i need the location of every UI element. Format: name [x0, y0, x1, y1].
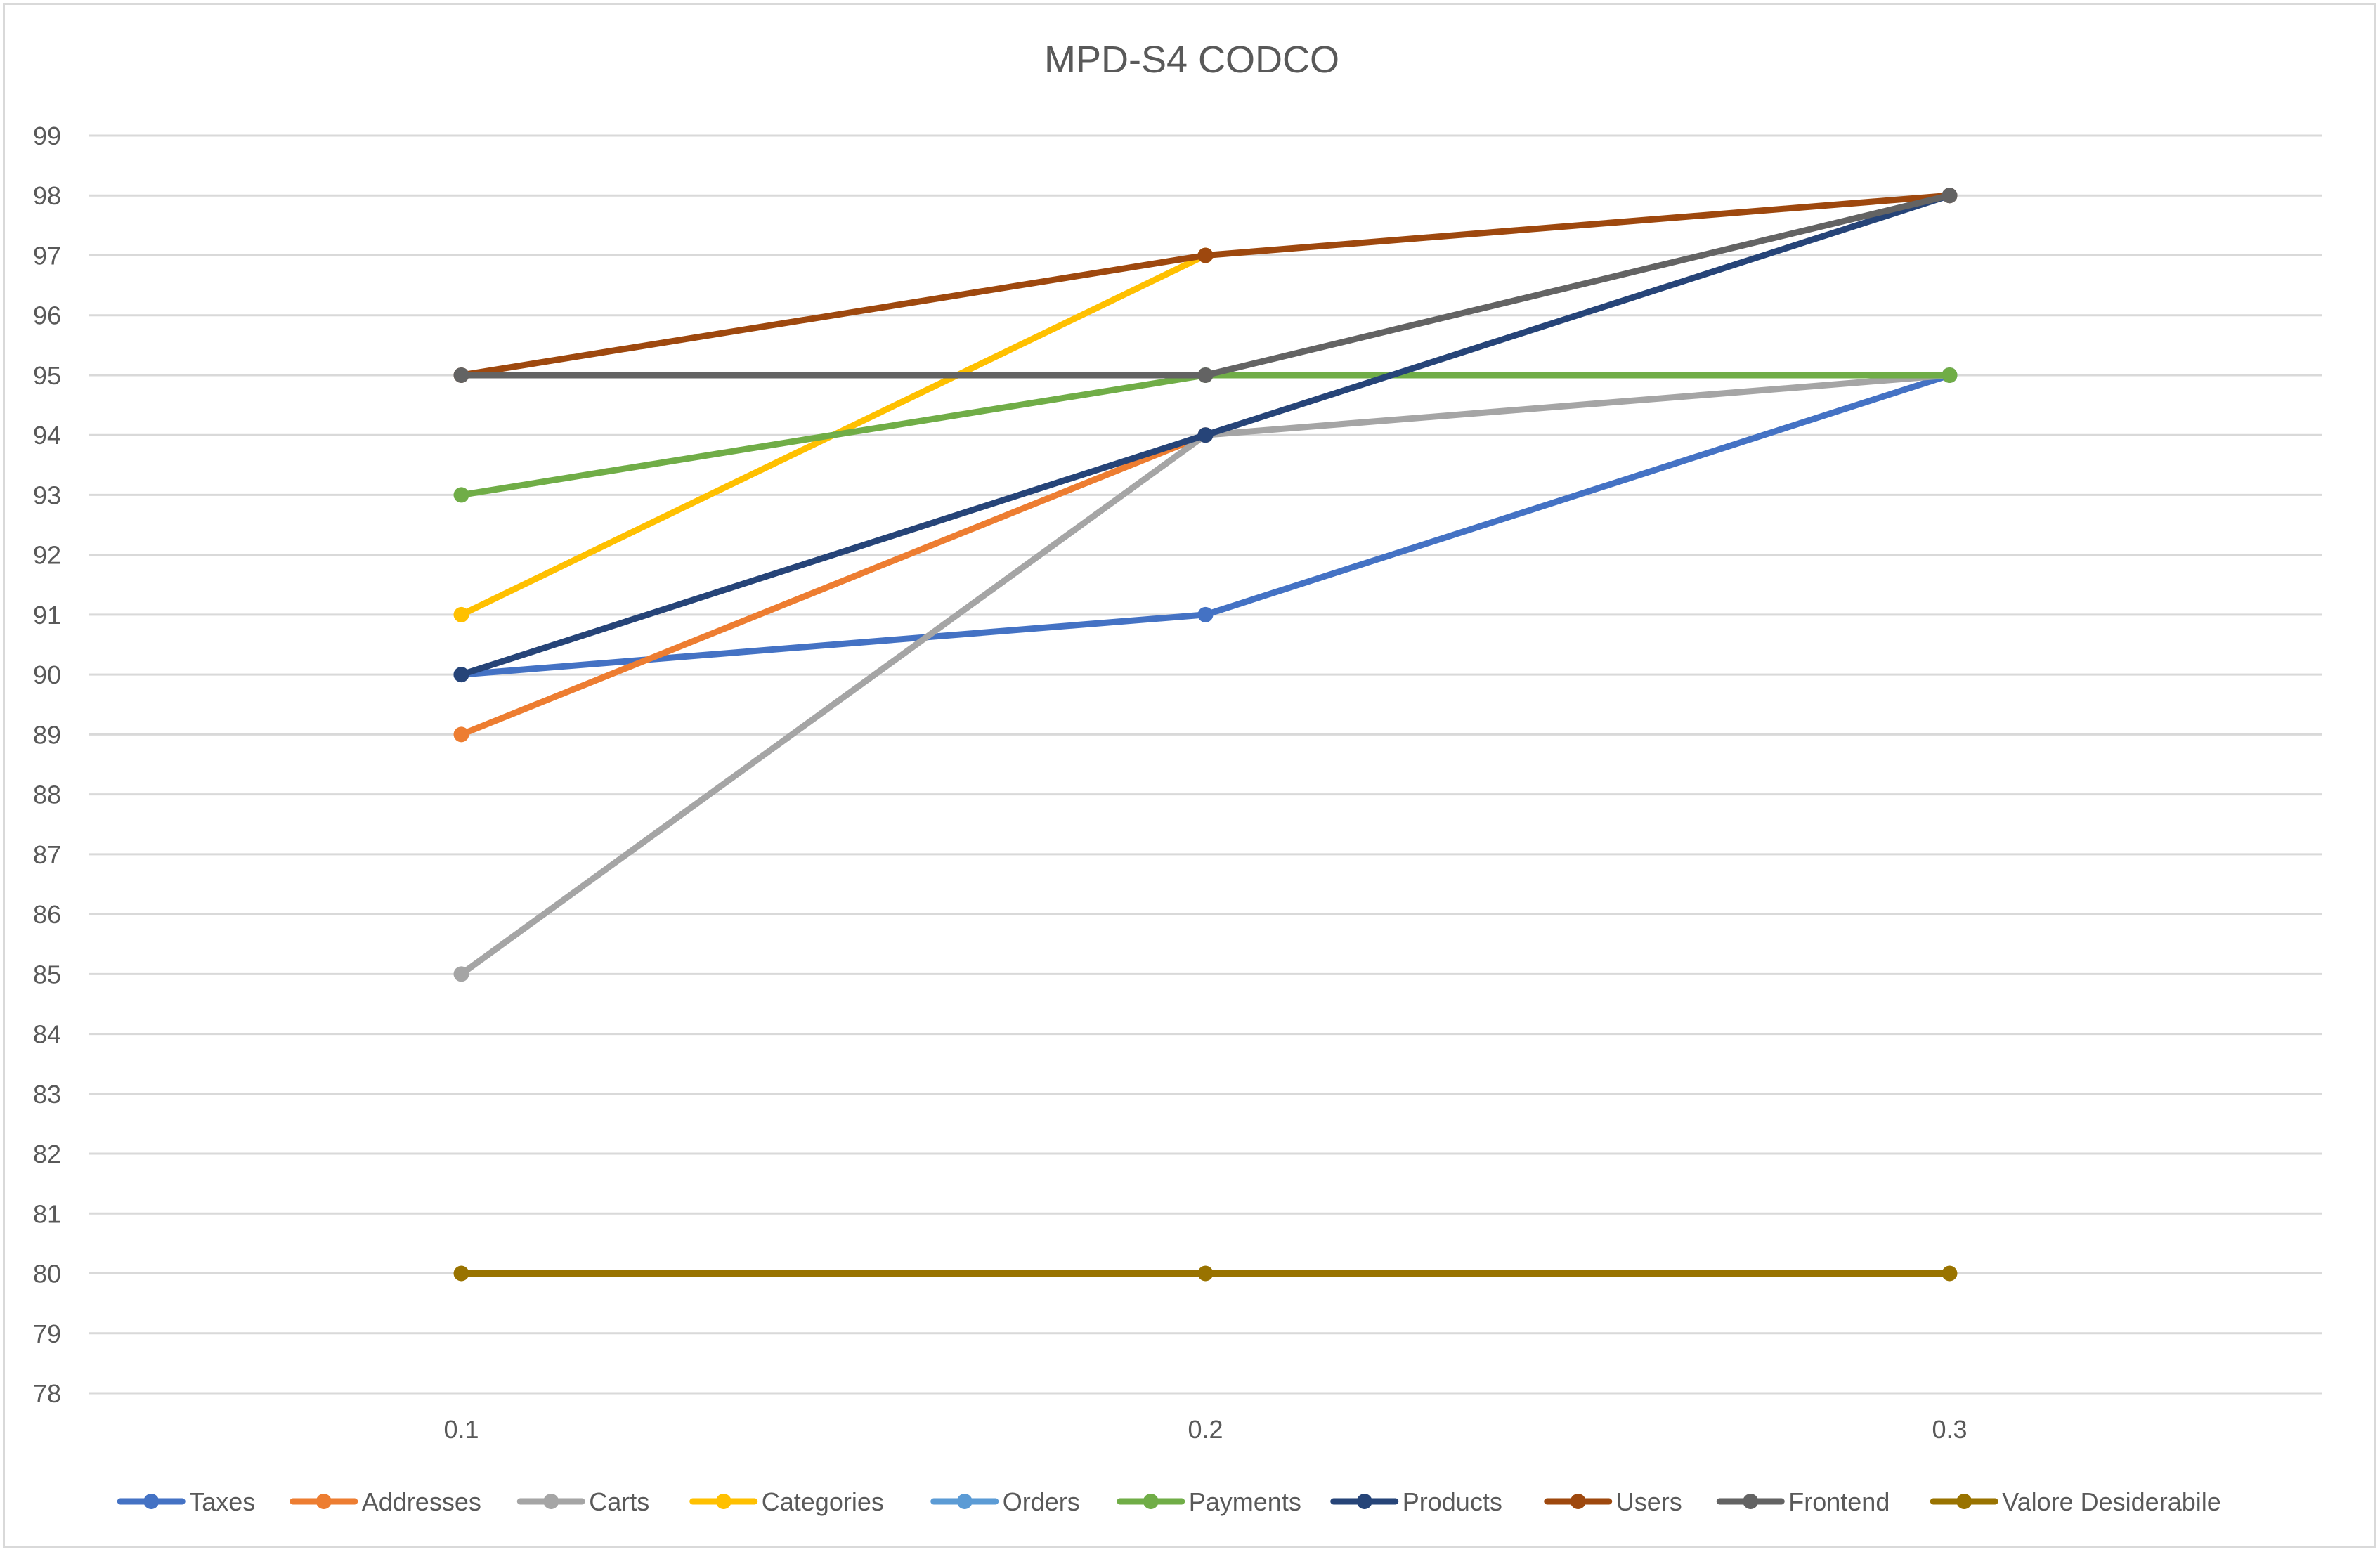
x-tick-label: 0.1 — [443, 1415, 479, 1444]
legend-swatch-marker — [316, 1494, 332, 1509]
y-tick-label: 98 — [33, 181, 61, 210]
series-users — [453, 188, 1958, 383]
data-point — [453, 1265, 469, 1282]
y-tick-label: 88 — [33, 781, 61, 809]
data-point — [453, 726, 469, 743]
series-lines — [453, 188, 1958, 1282]
y-tick-label: 91 — [33, 601, 61, 630]
y-tick-label: 86 — [33, 900, 61, 929]
legend-label: Taxes — [189, 1487, 255, 1516]
legend-item: Taxes — [117, 1487, 255, 1516]
legend-label: Users — [1616, 1487, 1682, 1516]
legend-label: Valore Desiderabile — [2002, 1487, 2221, 1516]
y-tick-label: 82 — [33, 1140, 61, 1168]
y-tick-label: 95 — [33, 361, 61, 390]
y-tick-label: 87 — [33, 840, 61, 869]
data-point — [453, 367, 469, 383]
chart-title: MPD-S4 CODCO — [1044, 39, 1339, 81]
data-point — [1197, 1265, 1214, 1282]
data-point — [453, 966, 469, 982]
y-tick-label: 79 — [33, 1319, 61, 1348]
series-line — [458, 192, 1953, 379]
y-tick-label: 96 — [33, 301, 61, 330]
y-axis-tick-labels: 78 79 80 81 82 83 84 85 86 87 88 89 90 91 92 93 94 95 96 97… — [33, 122, 61, 1408]
data-point — [1197, 247, 1214, 263]
legend-label: Addresses — [362, 1487, 481, 1516]
legend-swatch-marker — [1143, 1494, 1159, 1509]
series-taxes — [453, 367, 1958, 683]
legend-item: Addresses — [290, 1487, 481, 1516]
series-line — [458, 192, 1953, 379]
data-point — [453, 667, 469, 683]
series-frontend — [453, 188, 1958, 383]
legend-item: Categories — [689, 1487, 884, 1516]
line-chart: MPD-S4 CODCO 78 79 80 81 82 83 84 85 86 87 88 89 90 9… — [33, 39, 2322, 1516]
legend-item: Products — [1330, 1487, 1502, 1516]
y-tick-label: 80 — [33, 1260, 61, 1289]
data-point — [1942, 188, 1958, 204]
legend-label: Products — [1403, 1487, 1502, 1516]
data-point — [1197, 367, 1214, 383]
legend-label: Categories — [762, 1487, 884, 1516]
y-tick-label: 93 — [33, 481, 61, 509]
legend-label: Frontend — [1788, 1487, 1890, 1516]
legend-swatch-marker — [1743, 1494, 1759, 1509]
data-point — [1197, 606, 1214, 622]
series-valore-desiderabile — [453, 1265, 1958, 1282]
x-tick-label: 0.3 — [1932, 1415, 1967, 1444]
gridlines — [89, 134, 2322, 1395]
y-tick-label: 84 — [33, 1020, 61, 1049]
x-axis-tick-labels: 0.1 0.2 0.3 — [443, 1415, 1967, 1444]
x-tick-label: 0.2 — [1188, 1415, 1223, 1444]
y-tick-label: 94 — [33, 421, 61, 450]
series-line — [458, 372, 1953, 678]
y-tick-label: 97 — [33, 241, 61, 270]
legend-swatch-marker — [543, 1494, 559, 1509]
legend-item: Valore Desiderabile — [1930, 1487, 2221, 1516]
legend: Taxes Addresses Carts Categories Orders Payme… — [117, 1487, 2221, 1516]
y-tick-label: 90 — [33, 660, 61, 689]
data-point — [1197, 427, 1214, 443]
data-point — [453, 487, 469, 503]
data-point — [1942, 367, 1958, 383]
y-tick-label: 81 — [33, 1199, 61, 1228]
y-tick-label: 85 — [33, 960, 61, 989]
y-tick-label: 92 — [33, 541, 61, 570]
legend-swatch-marker — [956, 1494, 973, 1509]
legend-item: Payments — [1117, 1487, 1301, 1516]
chart-frame: MPD-S4 CODCO 78 79 80 81 82 83 84 85 86 87 88 89 90 9… — [3, 3, 2376, 1548]
y-tick-label: 89 — [33, 720, 61, 749]
data-point — [1942, 1265, 1958, 1282]
legend-swatch-marker — [143, 1494, 160, 1509]
data-point — [453, 606, 469, 622]
y-tick-label: 99 — [33, 122, 61, 150]
legend-label: Payments — [1189, 1487, 1301, 1516]
legend-swatch-marker — [1956, 1494, 1972, 1509]
legend-item: Users — [1544, 1487, 1682, 1516]
legend-swatch-marker — [1356, 1494, 1372, 1509]
legend-item: Orders — [930, 1487, 1080, 1516]
series-line — [458, 431, 1209, 738]
legend-item: Carts — [516, 1487, 649, 1516]
y-tick-label: 78 — [33, 1379, 61, 1408]
legend-label: Orders — [1003, 1487, 1080, 1516]
y-tick-label: 83 — [33, 1080, 61, 1109]
legend-item: Frontend — [1716, 1487, 1890, 1516]
legend-swatch-marker — [715, 1494, 731, 1509]
legend-swatch-marker — [1570, 1494, 1586, 1509]
series-addresses — [453, 427, 1214, 743]
legend-label: Carts — [589, 1487, 649, 1516]
